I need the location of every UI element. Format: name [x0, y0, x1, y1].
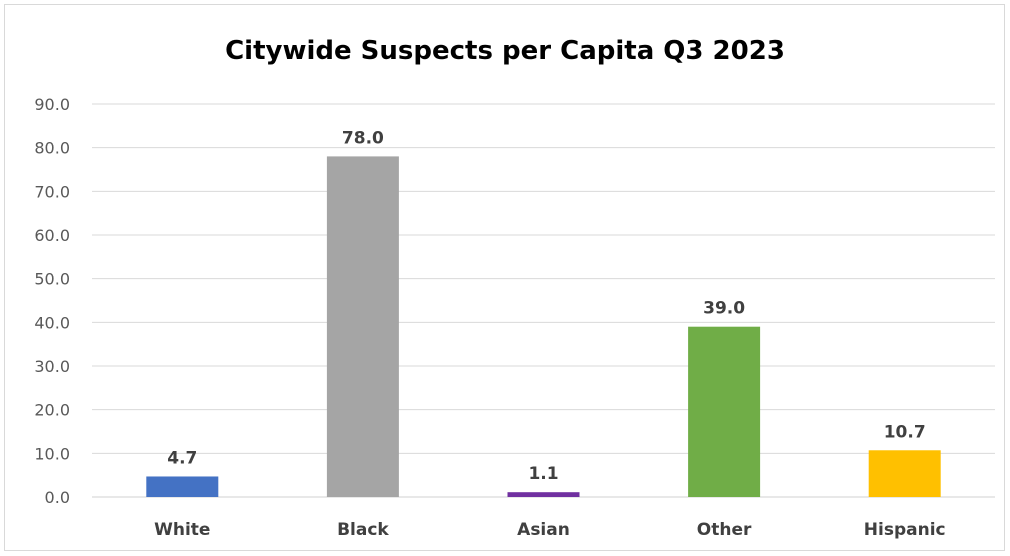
x-category-label-black: Black [337, 520, 389, 540]
y-tick-label: 60.0 [34, 226, 70, 245]
y-tick-label: 80.0 [34, 139, 70, 158]
bar-white [146, 476, 219, 497]
data-labels: 4.7 78.0 1.1 39.0 10.7 [167, 128, 925, 484]
data-label-other: 39.0 [703, 299, 745, 319]
y-tick-label: 70.0 [34, 182, 70, 201]
chart-title: Citywide Suspects per Capita Q3 2023 [225, 36, 785, 66]
x-category-label-asian: Asian [517, 520, 570, 540]
bars [146, 156, 941, 497]
data-label-white: 4.7 [167, 448, 197, 468]
bar-other [688, 326, 761, 497]
x-category-label-white: White [154, 520, 210, 540]
y-tick-label: 40.0 [34, 313, 70, 332]
y-tick-label: 90.0 [34, 95, 70, 114]
data-label-hispanic: 10.7 [884, 422, 926, 442]
y-tick-label: 20.0 [34, 401, 70, 420]
x-category-label-hispanic: Hispanic [864, 520, 946, 540]
y-tick-label: 30.0 [34, 357, 70, 376]
bar-hispanic [868, 450, 941, 497]
chart-frame [4, 4, 1005, 551]
y-axis-tick-labels: 0.0 10.0 20.0 30.0 40.0 50.0 60.0 70.0 80.0 90.0 [34, 95, 70, 507]
y-tick-label: 10.0 [34, 444, 70, 463]
y-tick-label: 50.0 [34, 270, 70, 289]
bar-black [326, 156, 399, 497]
x-axis-category-labels: White Black Asian Other Hispanic [154, 520, 945, 540]
bar-asian [507, 492, 580, 497]
y-tick-label: 0.0 [45, 488, 70, 507]
x-category-label-other: Other [697, 520, 752, 540]
data-label-black: 78.0 [342, 128, 384, 148]
data-label-asian: 1.1 [528, 464, 558, 484]
gridlines [92, 103, 995, 498]
